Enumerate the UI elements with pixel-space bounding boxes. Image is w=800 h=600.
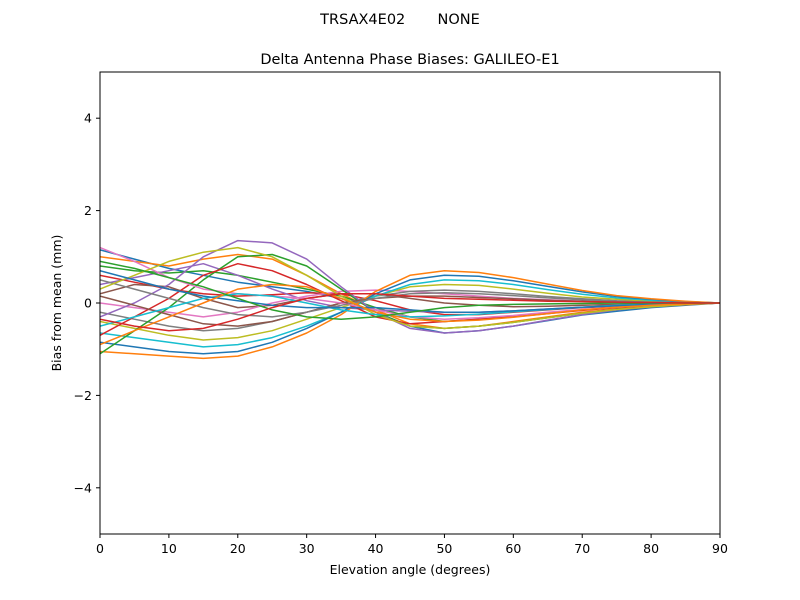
x-tick-label: 0 bbox=[96, 541, 104, 556]
figure-suptitle: TRSAX4E02 NONE bbox=[319, 12, 480, 28]
y-tick-label: 2 bbox=[84, 203, 92, 218]
x-tick-label: 20 bbox=[230, 541, 246, 556]
series-line-9 bbox=[100, 283, 720, 341]
y-tick-label: 4 bbox=[84, 111, 92, 126]
series-line-10 bbox=[100, 279, 720, 348]
y-tick-label: −2 bbox=[74, 388, 92, 403]
series-line-21 bbox=[100, 269, 720, 313]
x-tick-label: 30 bbox=[299, 541, 315, 556]
series-line-18 bbox=[100, 279, 720, 318]
series-line-22 bbox=[100, 283, 720, 346]
series-line-19 bbox=[100, 246, 720, 330]
x-tick-label: 80 bbox=[643, 541, 659, 556]
x-tick-label: 60 bbox=[505, 541, 521, 556]
series-layer bbox=[100, 239, 720, 360]
y-tick-label: −4 bbox=[74, 480, 92, 495]
x-axis: 0 10 20 30 40 50 60 70 80 90 bbox=[96, 534, 728, 556]
x-tick-label: 40 bbox=[368, 541, 384, 556]
series-line-23 bbox=[100, 260, 720, 320]
y-tick-label: 0 bbox=[84, 296, 92, 311]
y-axis-label: Bias from mean (mm) bbox=[49, 235, 64, 372]
x-tick-label: 50 bbox=[436, 541, 452, 556]
x-axis-label: Elevation angle (degrees) bbox=[330, 562, 491, 577]
x-tick-label: 90 bbox=[712, 541, 728, 556]
y-axis: −4 −2 0 2 4 bbox=[74, 111, 100, 495]
x-tick-label: 10 bbox=[161, 541, 177, 556]
x-tick-label: 70 bbox=[574, 541, 590, 556]
series-line-11 bbox=[100, 274, 720, 355]
series-line-24 bbox=[100, 293, 720, 332]
series-line-12 bbox=[100, 269, 720, 360]
chart-title: Delta Antenna Phase Biases: GALILEO-E1 bbox=[260, 52, 559, 68]
